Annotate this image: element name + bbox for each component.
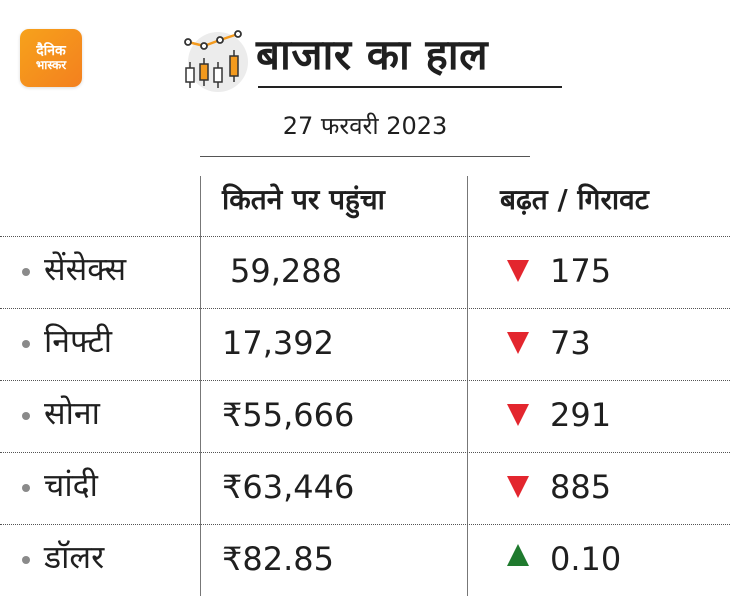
- row-value: 17,392: [222, 324, 334, 362]
- row-change: 0.10: [550, 540, 622, 578]
- row-name: सेंसेक्स: [44, 250, 127, 288]
- bullet-icon: [22, 340, 30, 348]
- table-row-silver: चांदी ₹63,446 885: [0, 452, 730, 524]
- table-row-dollar: डॉलर ₹82.85 0.10: [0, 524, 730, 596]
- arrow-down-icon: [507, 332, 529, 354]
- column-header-change: बढ़त / गिरावट: [500, 183, 649, 216]
- row-value: ₹63,446: [222, 468, 355, 506]
- arrow-down-icon: [507, 260, 529, 282]
- row-name: सोना: [44, 394, 100, 432]
- row-change: 73: [550, 324, 591, 362]
- arrow-up-icon: [507, 544, 529, 566]
- table-row-nifty: निफ्टी 17,392 73: [0, 308, 730, 380]
- date-divider: [200, 156, 530, 157]
- row-change: 175: [550, 252, 612, 290]
- row-change: 885: [550, 468, 612, 506]
- report-date: 27 फरवरी 2023: [282, 112, 448, 140]
- bullet-icon: [22, 556, 30, 564]
- page-title: बाजार का हाल: [256, 30, 489, 79]
- dainik-bhaskar-logo: दैनिक भास्कर: [20, 29, 82, 87]
- row-divider: [0, 452, 730, 453]
- row-divider: [0, 524, 730, 525]
- bullet-icon: [22, 412, 30, 420]
- title-underline: [258, 86, 562, 88]
- logo-line-2: भास्कर: [35, 58, 67, 73]
- candlestick-chart-icon: [184, 30, 248, 92]
- column-divider-1: [200, 176, 201, 596]
- column-divider-2: [467, 176, 468, 596]
- table-row-gold: सोना ₹55,666 291: [0, 380, 730, 452]
- row-name: निफ्टी: [44, 322, 113, 360]
- row-value: ₹82.85: [222, 540, 334, 578]
- row-change: 291: [550, 396, 612, 434]
- row-divider: [0, 308, 730, 309]
- table-row-sensex: सेंसेक्स 59,288 175: [0, 236, 730, 308]
- bullet-icon: [22, 484, 30, 492]
- row-value: ₹55,666: [222, 396, 355, 434]
- arrow-down-icon: [507, 476, 529, 498]
- row-value: 59,288: [230, 252, 342, 290]
- bullet-icon: [22, 268, 30, 276]
- row-name: चांदी: [44, 466, 98, 504]
- row-divider: [0, 236, 730, 237]
- logo-line-1: दैनिक: [36, 43, 66, 60]
- arrow-down-icon: [507, 404, 529, 426]
- row-name: डॉलर: [44, 538, 105, 576]
- row-divider: [0, 380, 730, 381]
- column-header-value: कितने पर पहुंचा: [222, 183, 385, 216]
